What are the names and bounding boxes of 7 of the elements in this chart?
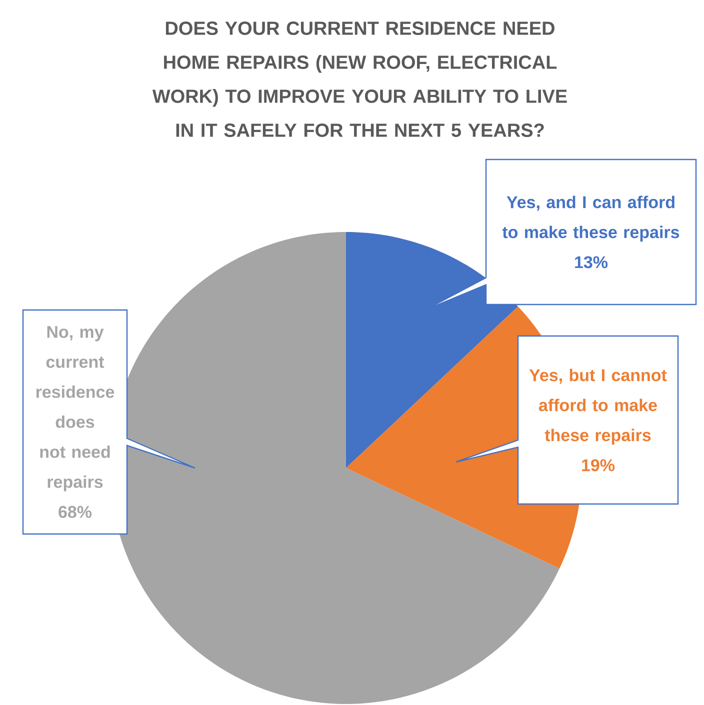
data-label: 68%	[58, 506, 92, 518]
slice-label: Yes, and I can afford to make these repairs	[502, 196, 680, 242]
slice-label: Yes, but I cannot afford to make these repairs	[529, 368, 667, 445]
data-label: 19%	[582, 459, 615, 472]
data-label: 13%	[575, 256, 608, 268]
slice-label: No, my current residence does not need repairs	[36, 326, 114, 492]
chart-title: DOES YOUR CURRENT RESIDENCE NEED HOME REPAIRS (NEW ROOF, ELECTRICAL WORK) TO IMPROVE YOUR ABILITY TO LIVE IN IT SAFELY FOR THE NEXT 5 YEARS?	[152, 22, 567, 137]
